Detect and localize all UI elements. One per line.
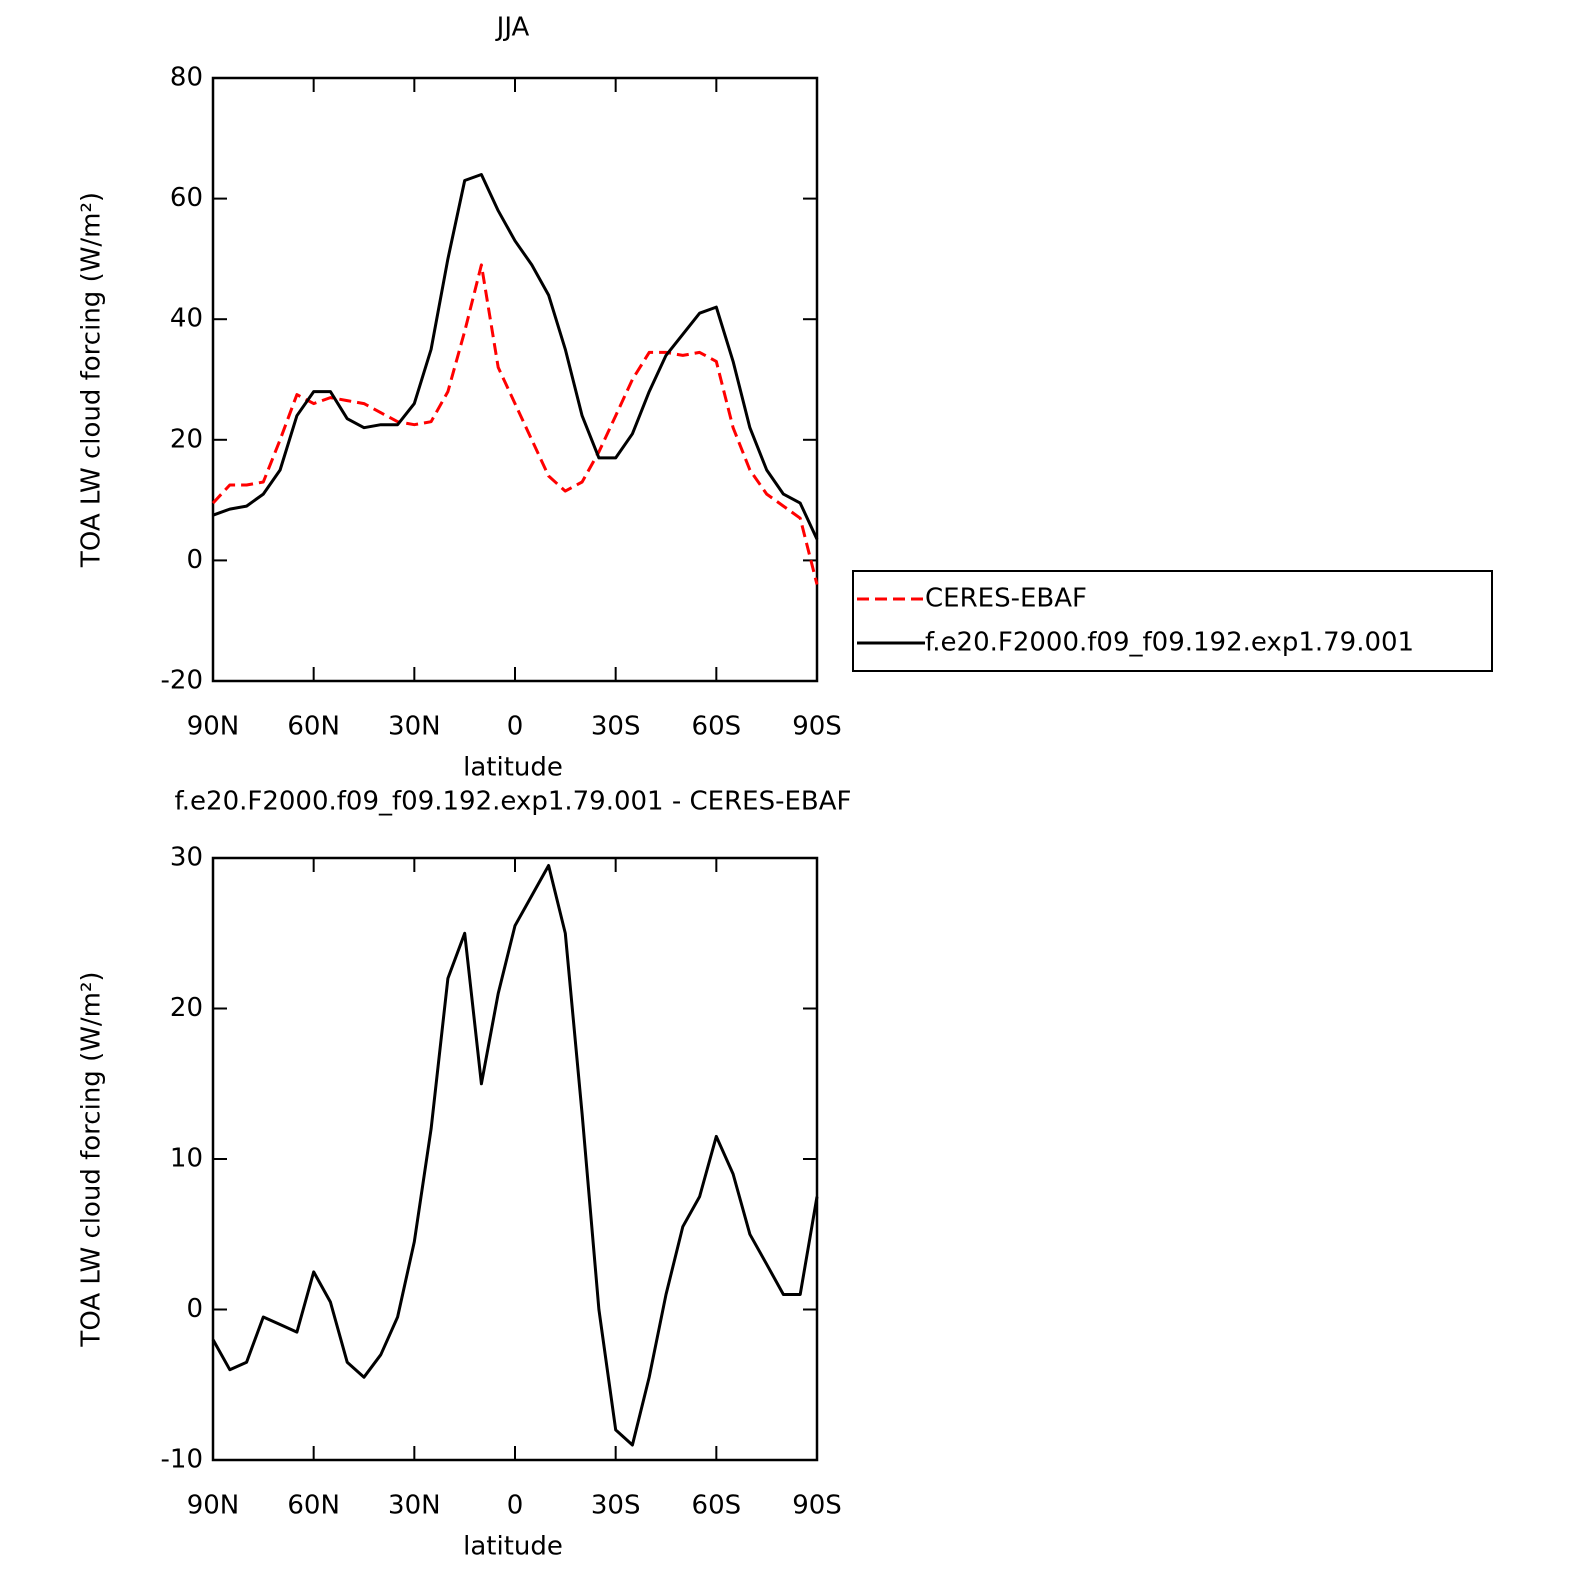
y-tick-label: 40 (170, 304, 203, 334)
x-tick-label: 30S (591, 712, 641, 742)
series-line (211, 263, 819, 585)
legend-label: f.e20.F2000.f09_f09.192.exp1.79.001 (925, 628, 1414, 658)
x-axis-label: latitude (463, 753, 563, 783)
chart-title: JJA (495, 13, 530, 43)
legend-label: CERES-EBAF (925, 584, 1087, 614)
y-tick-label: 60 (170, 183, 203, 213)
x-axis-label: latitude (463, 1532, 563, 1562)
x-tick-label: 60N (287, 712, 340, 742)
x-tick-label: 90N (187, 712, 240, 742)
x-tick-label: 30S (591, 1491, 641, 1521)
series-line (211, 864, 819, 1447)
y-tick-label: 0 (186, 545, 203, 575)
x-tick-label: 30N (388, 1491, 441, 1521)
y-tick-label: 80 (170, 63, 203, 93)
plot-frame (211, 856, 819, 1462)
y-tick-label: -10 (161, 1445, 203, 1475)
x-tick-label: 0 (507, 1491, 524, 1521)
y-axis-label: TOA LW cloud forcing (W/m²) (77, 971, 107, 1347)
y-tick-label: -20 (161, 666, 203, 696)
x-tick-label: 60S (692, 712, 742, 742)
y-tick-label: 20 (170, 424, 203, 454)
y-axis-label: TOA LW cloud forcing (W/m²) (77, 192, 107, 568)
series-line (212, 173, 819, 540)
chart-title: f.e20.F2000.f09_f09.192.exp1.79.001 - CE… (175, 787, 852, 817)
y-tick-label: 0 (186, 1294, 203, 1324)
x-tick-label: 60S (692, 1491, 742, 1521)
x-tick-label: 30N (388, 712, 441, 742)
x-tick-label: 90S (792, 1491, 842, 1521)
x-tick-label: 60N (287, 1491, 340, 1521)
legend-box (852, 570, 1493, 672)
y-tick-label: 30 (170, 843, 203, 873)
plot-frame (211, 76, 819, 683)
y-tick-label: 10 (170, 1144, 203, 1174)
x-tick-label: 90N (187, 1491, 240, 1521)
y-tick-label: 20 (170, 993, 203, 1023)
x-tick-label: 90S (792, 712, 842, 742)
x-tick-label: 0 (507, 712, 524, 742)
